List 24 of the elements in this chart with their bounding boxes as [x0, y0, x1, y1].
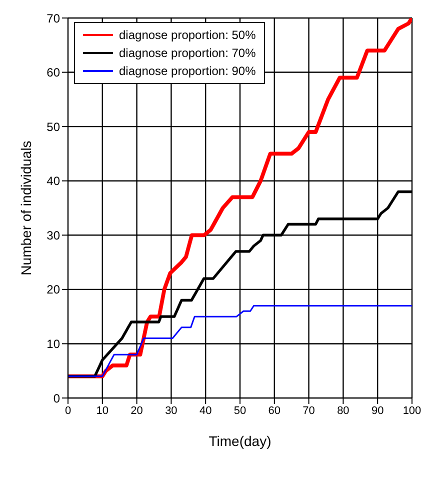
x-tick-label: 50: [234, 404, 246, 417]
legend-label: diagnose proportion: 70%: [119, 45, 256, 62]
x-tick-label: 40: [199, 404, 212, 417]
y-axis-title: Number of individuals: [18, 140, 34, 276]
x-tick-label: 80: [337, 404, 350, 417]
y-tick-label: 30: [46, 228, 60, 242]
x-tick-label: 20: [130, 404, 143, 417]
y-tick-label: 20: [46, 282, 60, 297]
x-tick-label: 10: [96, 404, 109, 417]
x-axis-title: Time(day): [208, 433, 272, 449]
y-tick-label: 40: [46, 174, 60, 188]
x-tick-label: 60: [268, 404, 281, 417]
legend-label: diagnose proportion: 90%: [119, 63, 256, 80]
x-tick-label: 100: [402, 404, 422, 417]
x-tick-label: 0: [64, 404, 72, 417]
y-tick-label: 0: [53, 391, 60, 406]
y-tick-label: 60: [46, 66, 60, 80]
y-tick-label: 10: [46, 336, 60, 351]
x-tick-label: 30: [165, 404, 178, 417]
x-tick-label: 90: [371, 404, 384, 417]
y-tick-label: 70: [46, 11, 60, 26]
y-tick-label: 50: [46, 120, 60, 134]
x-tick-label: 70: [302, 404, 315, 417]
legend-label: diagnose proportion: 50%: [119, 27, 256, 44]
